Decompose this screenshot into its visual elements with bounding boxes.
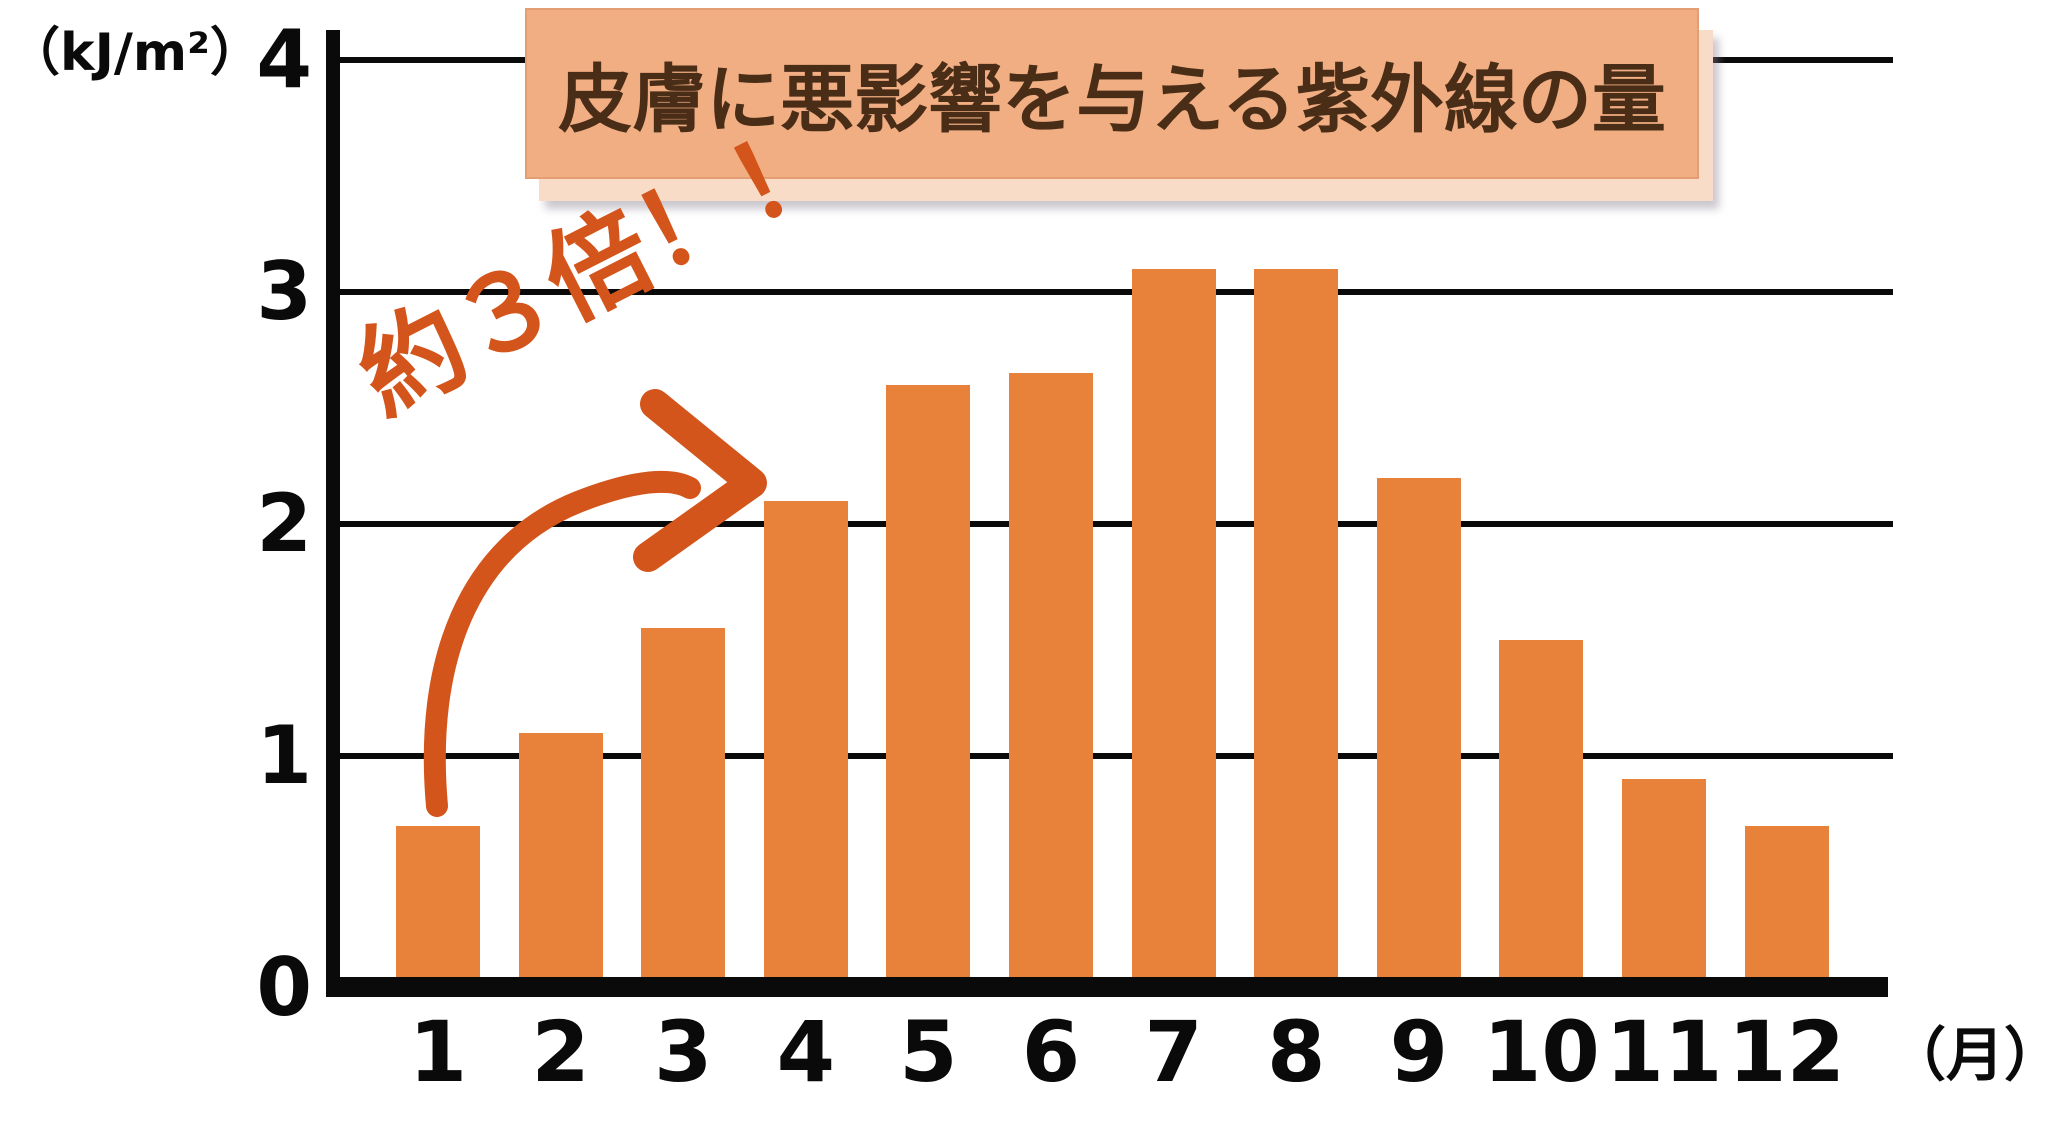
x-tick-label-3: 3 (653, 1003, 713, 1101)
x-axis-unit-label: （月） (1888, 1021, 2062, 1089)
bar-month-4 (763, 500, 848, 977)
gridline-y1 (340, 753, 1893, 759)
chart-title: 皮膚に悪影響を与える紫外線の量 (558, 57, 1666, 143)
gridline-y3 (340, 289, 1893, 295)
x-tick-label-8: 8 (1266, 1003, 1326, 1101)
x-tick-label-10: 10 (1482, 1003, 1600, 1101)
x-tick-label-11: 11 (1605, 1003, 1723, 1101)
x-tick-label-5: 5 (899, 1003, 958, 1101)
bar-month-10 (1499, 640, 1584, 977)
bar-month-5 (886, 384, 971, 977)
y-tick-label-2: 2 (256, 477, 312, 570)
bar-month-8 (1254, 268, 1339, 977)
y-tick-label-1: 1 (256, 709, 312, 802)
y-tick-label-0: 0 (256, 941, 312, 1034)
x-tick-label-9: 9 (1389, 1003, 1449, 1101)
x-tick-label-7: 7 (1144, 1003, 1203, 1101)
y-tick-label-4: 4 (256, 13, 312, 106)
bar-month-9 (1376, 477, 1461, 977)
y-axis-unit-label: （kJ/m²） (8, 23, 262, 83)
bar-month-11 (1622, 779, 1706, 977)
x-tick-label-1: 1 (408, 1003, 468, 1101)
gridline-y2 (340, 521, 1893, 527)
bar-month-3 (641, 628, 726, 977)
x-tick-label-4: 4 (776, 1003, 836, 1101)
bar-month-2 (518, 732, 603, 977)
x-tick-label-12: 12 (1728, 1003, 1846, 1101)
bar-month-1 (396, 825, 480, 977)
x-tick-label-6: 6 (1021, 1003, 1081, 1101)
bar-month-12 (1744, 825, 1829, 977)
y-axis-line (326, 30, 340, 997)
bar-month-7 (1131, 268, 1216, 977)
x-axis-line (326, 977, 1888, 997)
x-tick-label-2: 2 (531, 1003, 590, 1101)
chart-title-box: 皮膚に悪影響を与える紫外線の量 (525, 8, 1699, 179)
y-tick-label-3: 3 (256, 245, 312, 338)
bar-month-6 (1009, 373, 1093, 977)
